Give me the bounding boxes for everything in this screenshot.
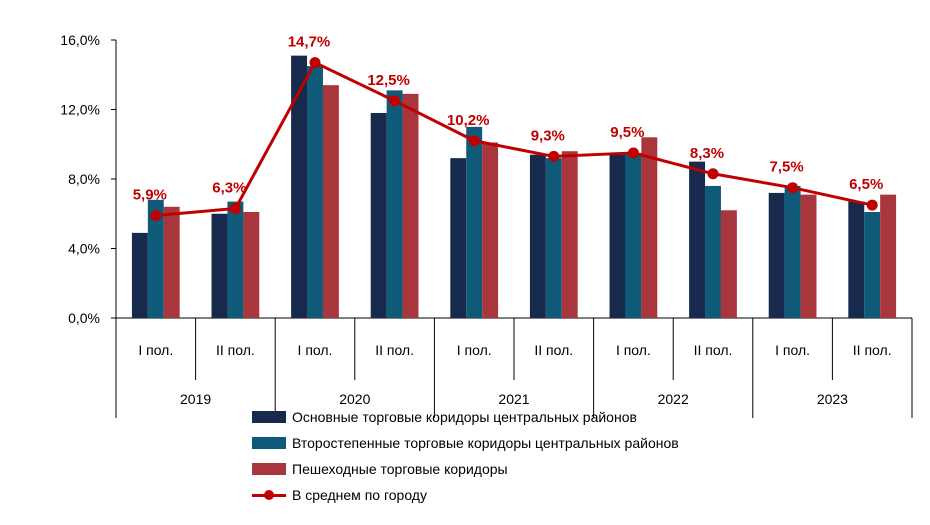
legend-label: Основные торговые коридоры центральных р… (292, 409, 637, 425)
y-tick-label: 0,0% (68, 310, 100, 326)
x-category-label: II пол. (534, 342, 573, 358)
bar-series-2 (147, 199, 164, 318)
bar-series-3 (720, 210, 737, 318)
bar-series-3 (561, 151, 578, 318)
legend-label: Пешеходные торговые коридоры (292, 461, 508, 477)
x-axis-labels: I пол. II пол. I пол. II пол. I пол. II пол. I… (138, 342, 891, 407)
average-data-label: 6,3% (212, 180, 246, 197)
average-line: 5,9% 6,3% 14,7% 12,5% 10,2% 9,3% 9,5% 8,3% 7,5% 6… (133, 34, 883, 221)
average-point (150, 209, 162, 221)
legend: Основные торговые коридоры центральных р… (252, 404, 679, 508)
x-year-label: 2022 (658, 391, 689, 407)
bars (131, 55, 897, 318)
legend-item-secondary-corridors: Второстепенные торговые коридоры централ… (252, 430, 679, 456)
average-data-label: 6,5% (849, 176, 883, 193)
bar-series-3 (243, 212, 260, 318)
bar-series-1 (529, 154, 546, 318)
x-category-label: II пол. (216, 342, 255, 358)
bar-series-3 (402, 93, 419, 318)
bar-series-1 (370, 112, 387, 318)
bar-series-1 (689, 161, 706, 318)
bar-series-3 (322, 85, 339, 318)
bar-series-1 (450, 158, 467, 318)
y-tick-label: 8,0% (68, 171, 100, 187)
x-year-label: 2021 (498, 391, 529, 407)
x-category-label: I пол. (616, 342, 651, 358)
average-point (627, 147, 639, 159)
average-point (787, 182, 799, 194)
x-category-label: II пол. (694, 342, 733, 358)
legend-swatch-main-corridors (252, 411, 286, 423)
average-data-label: 8,3% (690, 145, 724, 162)
bar-series-3 (482, 142, 499, 318)
average-data-label: 14,7% (288, 34, 331, 51)
bar-series-2 (307, 66, 323, 318)
bar-series-2 (545, 158, 562, 318)
x-year-label: 2020 (339, 391, 370, 407)
bar-series-3 (880, 194, 897, 318)
average-polyline (155, 61, 873, 217)
bar-series-1 (211, 213, 228, 318)
axes: 0,0% 4,0% 8,0% 12,0% 16,0% (60, 32, 913, 418)
y-tick-label: 12,0% (60, 102, 100, 118)
x-category-label: I пол. (457, 342, 492, 358)
bar-series-1 (609, 154, 626, 318)
average-data-label: 5,9% (133, 186, 167, 203)
x-year-label: 2019 (180, 391, 211, 407)
legend-label: Второстепенные торговые коридоры централ… (292, 435, 679, 451)
average-point (468, 135, 480, 147)
bar-series-2 (625, 152, 642, 318)
bar-series-2 (784, 185, 801, 318)
bar-series-1 (291, 55, 308, 318)
legend-swatch-secondary-corridors (252, 437, 286, 449)
bar-series-3 (641, 137, 658, 318)
bar-series-2 (864, 212, 881, 318)
average-point (309, 57, 321, 69)
bar-series-3 (163, 206, 180, 318)
average-point (229, 203, 241, 215)
legend-line-city-average (252, 489, 286, 501)
legend-swatch-pedestrian-corridors (252, 463, 286, 475)
x-category-label: II пол. (375, 342, 414, 358)
bar-series-2 (386, 90, 403, 318)
average-point (389, 95, 401, 107)
x-category-label: I пол. (298, 342, 333, 358)
bar-series-1 (131, 232, 148, 318)
average-data-label: 7,5% (769, 159, 803, 176)
average-data-label: 12,5% (367, 72, 410, 89)
average-data-label: 9,3% (531, 127, 565, 144)
bar-series-1 (848, 201, 865, 318)
legend-label: В среднем по городу (292, 487, 427, 503)
average-point (866, 199, 878, 211)
bar-series-1 (768, 192, 785, 318)
legend-item-pedestrian-corridors: Пешеходные торговые коридоры (252, 456, 679, 482)
bar-series-3 (800, 194, 817, 318)
x-year-label: 2023 (817, 391, 848, 407)
legend-item-main-corridors: Основные торговые коридоры центральных р… (252, 404, 679, 430)
bar-series-2 (466, 126, 483, 318)
average-point (548, 150, 560, 162)
y-tick-label: 4,0% (68, 241, 100, 257)
average-data-label: 10,2% (447, 112, 490, 129)
average-data-label: 9,5% (610, 124, 644, 141)
bar-series-2 (227, 201, 244, 318)
x-category-label: II пол. (853, 342, 892, 358)
legend-item-city-average: В среднем по городу (252, 482, 679, 508)
bar-series-2 (705, 185, 721, 318)
y-tick-label: 16,0% (60, 32, 100, 48)
average-point (707, 168, 719, 180)
x-category-label: I пол. (775, 342, 810, 358)
x-category-label: I пол. (138, 342, 173, 358)
